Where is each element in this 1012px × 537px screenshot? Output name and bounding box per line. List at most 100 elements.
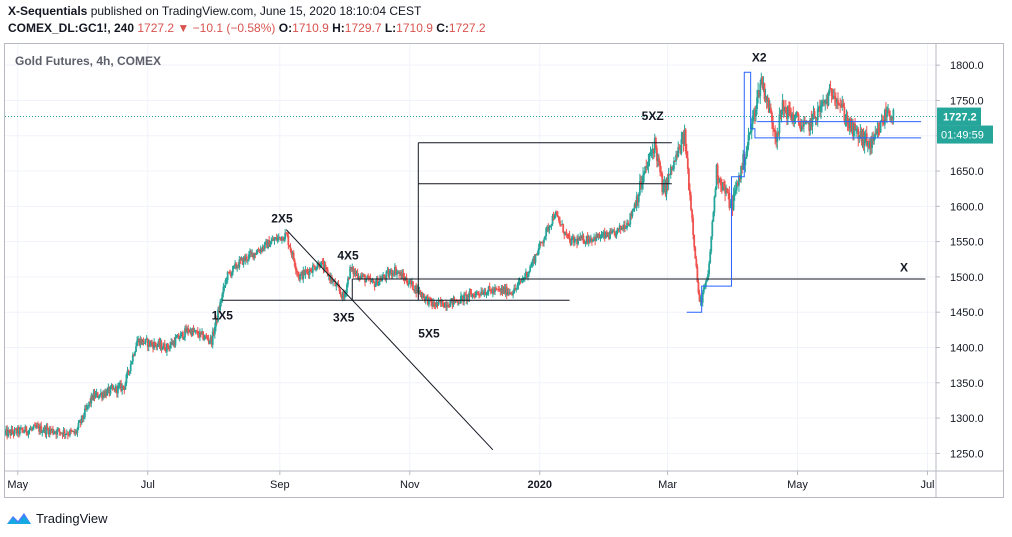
candle-body bbox=[419, 290, 422, 295]
candle-body bbox=[130, 361, 133, 365]
candlestick-chart[interactable]: 1X5 2X5 3X5 4X5 5X5 5XZ X2 X 1250.0 1300.0 1350.0… bbox=[5, 44, 1003, 497]
candle-body bbox=[400, 272, 403, 279]
candle-body bbox=[775, 137, 778, 142]
candle-body bbox=[630, 213, 633, 216]
time-tick-label: Mar bbox=[658, 479, 677, 491]
candle-body bbox=[755, 109, 757, 117]
candle-body bbox=[358, 277, 361, 279]
candle-body bbox=[600, 235, 603, 238]
candle-body bbox=[389, 270, 392, 274]
tradingview-brand-text: TradingView bbox=[36, 510, 108, 526]
candle-body bbox=[78, 420, 81, 423]
candle-body bbox=[190, 329, 193, 336]
candle-body bbox=[644, 166, 647, 174]
candle-body bbox=[41, 431, 44, 433]
candle-body bbox=[726, 188, 729, 193]
tradingview-logo[interactable]: TradingView bbox=[6, 510, 108, 526]
candle-body bbox=[651, 149, 654, 154]
candle-body bbox=[544, 236, 546, 240]
candle-body bbox=[234, 263, 236, 266]
candle-body bbox=[769, 107, 772, 113]
time-tick-label: Jul bbox=[141, 479, 155, 491]
candle-body bbox=[58, 428, 61, 432]
candle-body bbox=[782, 100, 785, 112]
candle-body bbox=[530, 266, 533, 268]
candle-body bbox=[243, 257, 246, 261]
candle-body bbox=[300, 272, 303, 275]
candle-body bbox=[148, 340, 151, 346]
candle-body bbox=[641, 183, 643, 188]
candle-body bbox=[132, 354, 135, 356]
open-value: 1710.9 bbox=[292, 21, 329, 35]
candle-body bbox=[465, 294, 468, 301]
candle-body bbox=[409, 280, 412, 285]
candle-body bbox=[783, 107, 786, 112]
candle-body bbox=[716, 164, 719, 180]
candle-body bbox=[44, 426, 47, 435]
candle-body bbox=[278, 236, 281, 238]
candle-body bbox=[316, 266, 319, 270]
candle-body bbox=[96, 392, 99, 398]
candle-body bbox=[320, 261, 323, 267]
candle-body bbox=[839, 104, 842, 106]
candle-body bbox=[703, 285, 706, 288]
chart-frame[interactable]: 1X5 2X5 3X5 4X5 5X5 5XZ X2 X 1250.0 1300.0 1350.0… bbox=[4, 43, 1004, 498]
candle-body bbox=[661, 173, 664, 193]
candle-body bbox=[298, 274, 300, 280]
candle-body bbox=[375, 278, 378, 284]
candle-body bbox=[812, 111, 815, 115]
candle-body bbox=[22, 430, 25, 432]
pattern-annotation: X2 bbox=[752, 51, 767, 65]
candle-body bbox=[461, 295, 463, 297]
candle-body bbox=[43, 426, 46, 432]
candle-body bbox=[538, 242, 541, 249]
candle-body bbox=[272, 239, 275, 241]
candle-body bbox=[439, 301, 442, 304]
candle-body bbox=[282, 236, 284, 241]
candle-body bbox=[487, 286, 490, 293]
candle-body bbox=[745, 151, 748, 159]
candle-body bbox=[8, 430, 11, 432]
candle-body bbox=[505, 286, 508, 296]
candle-body bbox=[564, 231, 567, 235]
candle-body bbox=[601, 234, 604, 236]
candle-body bbox=[822, 101, 824, 103]
candle-body bbox=[612, 230, 615, 232]
candle-body bbox=[117, 385, 119, 394]
candle-body bbox=[284, 232, 287, 240]
candle-body bbox=[568, 235, 571, 240]
candle-body bbox=[578, 238, 581, 241]
candle-body bbox=[576, 239, 578, 244]
candle-body bbox=[12, 432, 15, 435]
candle-body bbox=[115, 385, 118, 394]
candle-body bbox=[740, 165, 742, 180]
time-tick-label: May bbox=[7, 479, 28, 491]
candle-body bbox=[176, 334, 179, 338]
candle-body bbox=[141, 339, 144, 344]
candle-body bbox=[813, 111, 816, 118]
candle-body bbox=[414, 285, 417, 291]
candle-body bbox=[306, 270, 309, 272]
candle-body bbox=[351, 267, 354, 270]
candle-body bbox=[497, 289, 500, 291]
candle-body bbox=[888, 110, 891, 116]
candle-body bbox=[862, 130, 865, 147]
candle-body bbox=[454, 300, 457, 303]
candle-body bbox=[460, 296, 462, 303]
candle-body bbox=[319, 266, 322, 268]
candle-body bbox=[81, 415, 84, 419]
candle-body bbox=[365, 279, 368, 283]
candle-body bbox=[766, 97, 769, 102]
candle-body bbox=[193, 331, 196, 333]
candle-body bbox=[693, 234, 696, 248]
candle-body bbox=[339, 291, 342, 295]
candle-body bbox=[469, 291, 472, 294]
candle-body bbox=[674, 160, 676, 162]
candle-body bbox=[369, 277, 372, 282]
candle-body bbox=[277, 236, 280, 238]
candle-body bbox=[174, 337, 177, 346]
candle-body bbox=[331, 276, 333, 283]
candle-body bbox=[121, 385, 124, 391]
candle-body bbox=[127, 370, 130, 373]
candle-body bbox=[685, 151, 688, 159]
